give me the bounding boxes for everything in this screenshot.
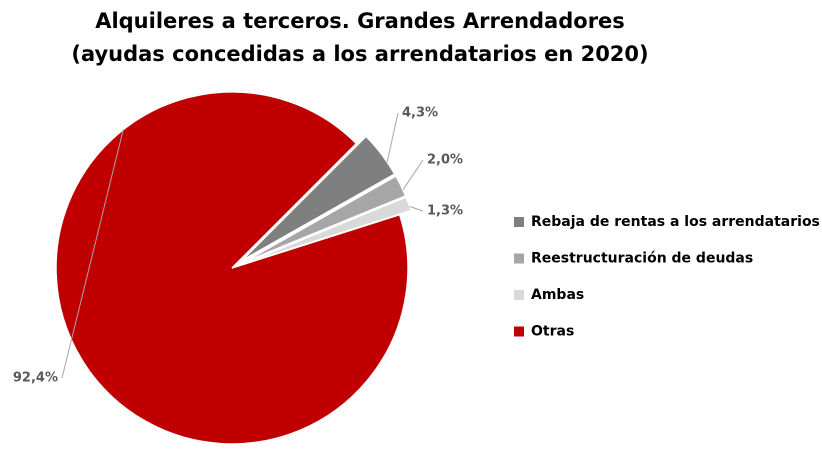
leader-line xyxy=(386,112,399,163)
legend-swatch xyxy=(514,217,524,227)
data-label: 4,3% xyxy=(402,106,438,121)
data-label: 1,3% xyxy=(427,204,463,219)
legend-swatch xyxy=(514,290,524,300)
chart-title: Alquileres a terceros. Grandes Arrendado… xyxy=(95,9,625,33)
pie-slice xyxy=(242,196,412,265)
legend-label: Reestructuración de deudas xyxy=(531,251,753,267)
data-label: 2,0% xyxy=(427,153,463,168)
leader-line xyxy=(409,205,424,212)
legend-label: Rebaja de rentas a los arrendatarios xyxy=(531,214,820,230)
legend-label: Ambas xyxy=(531,287,584,303)
pie-slice xyxy=(241,135,396,262)
leader-line xyxy=(402,159,424,191)
legend-swatch xyxy=(514,253,524,264)
legend-label: Otras xyxy=(531,324,574,340)
pie-slice xyxy=(242,175,407,264)
data-label: 92,4% xyxy=(13,371,58,386)
chart-subtitle: (ayudas concedidas a los arrendatarios e… xyxy=(71,42,648,66)
legend-swatch xyxy=(514,326,524,337)
leader-line xyxy=(61,129,124,379)
pie-slice xyxy=(55,91,409,445)
